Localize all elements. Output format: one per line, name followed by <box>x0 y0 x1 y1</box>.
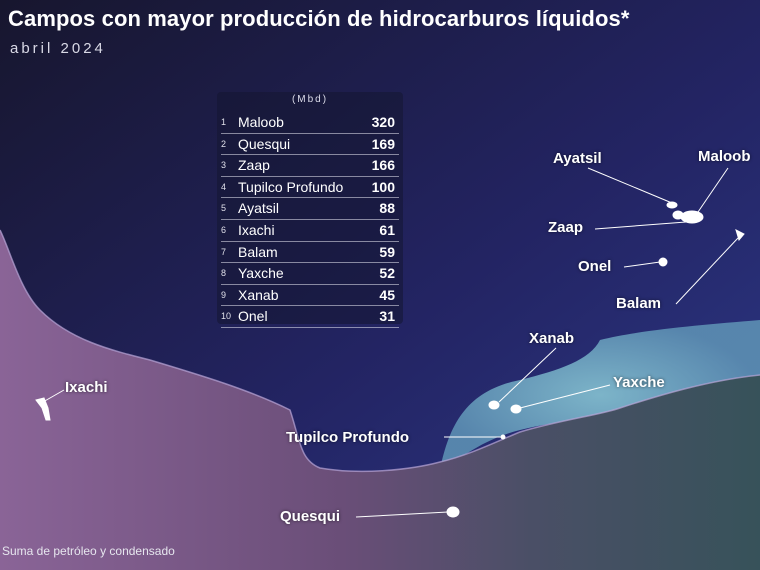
field-marker-onel[interactable] <box>658 257 668 267</box>
map-label-xanab[interactable]: Xanab <box>529 330 575 347</box>
field-marker-zaap[interactable] <box>672 210 684 220</box>
map-label-tupilco-profundo[interactable]: Tupilco Profundo <box>286 429 410 446</box>
row-rank: 1 <box>221 117 227 127</box>
table-row: 5 Ayatsil 88 <box>221 198 399 220</box>
row-rank: 6 <box>221 224 227 235</box>
row-value: 88 <box>379 200 395 217</box>
row-rank: 9 <box>221 289 227 300</box>
land-area <box>0 230 760 570</box>
row-value: 31 <box>379 308 395 325</box>
map-label-ixachi[interactable]: Ixachi <box>65 379 108 396</box>
row-rank: 7 <box>221 246 227 257</box>
row-value: 61 <box>379 221 395 238</box>
table-row: 8 Yaxche 52 <box>221 263 399 285</box>
map-label-onel[interactable]: Onel <box>578 258 612 275</box>
field-marker-xanab[interactable] <box>488 400 500 410</box>
field-marker-maloob[interactable] <box>680 210 704 224</box>
map-label-ayatsil[interactable]: Ayatsil <box>553 150 602 167</box>
row-rank: 2 <box>221 138 227 149</box>
row-value: 45 <box>379 286 395 303</box>
table-row: 4 Tupilco Profundo 100 <box>221 177 399 199</box>
shallow-water <box>440 320 760 470</box>
row-rank: 8 <box>221 268 227 279</box>
leader-line-quesqui <box>355 511 449 518</box>
row-rank: 4 <box>221 181 227 192</box>
table-row: 6 Ixachi 61 <box>221 220 399 242</box>
row-field-name: Zaap <box>238 157 270 174</box>
leader-line-ixachi <box>42 389 65 403</box>
row-field-name: Quesqui <box>238 135 291 152</box>
map-label-quesqui[interactable]: Quesqui <box>280 508 341 525</box>
leader-line-yaxche <box>519 384 611 409</box>
row-field-name: Maloob <box>238 114 284 130</box>
leader-line-xanab <box>498 347 557 403</box>
table-row: 1 Maloob 320 <box>221 112 399 134</box>
row-field-name: Xanab <box>238 286 279 303</box>
row-field-name: Onel <box>238 308 268 325</box>
leader-line-ayatsil <box>587 167 673 204</box>
row-value: 52 <box>379 265 395 282</box>
map-label-zaap[interactable]: Zaap <box>548 219 584 236</box>
map-date: abril 2024 <box>10 40 106 57</box>
row-field-name: Balam <box>238 243 278 260</box>
leader-line-onel <box>623 261 661 268</box>
table-unit-label: (Mbd) <box>291 94 329 105</box>
field-marker-balam[interactable] <box>735 229 745 242</box>
table-rows: 1 Maloob 320 2 Quesqui 169 3 Zaap 166 4 … <box>221 112 399 328</box>
leader-line-balam <box>675 237 739 305</box>
leader-line-maloob <box>697 167 729 213</box>
map-title: Campos con mayor producción de hidrocarb… <box>8 6 630 31</box>
row-rank: 3 <box>221 160 227 171</box>
field-marker-ixachi[interactable] <box>35 397 51 421</box>
row-value: 100 <box>371 178 395 195</box>
row-value: 320 <box>371 114 395 130</box>
row-rank: 10 <box>221 311 232 322</box>
map-label-balam[interactable]: Balam <box>616 295 662 312</box>
field-marker-yaxche[interactable] <box>510 404 522 414</box>
table-row: 9 Xanab 45 <box>221 285 399 307</box>
footnote: Suma de petróleo y condensado <box>2 544 175 558</box>
table-row: 3 Zaap 166 <box>221 155 399 177</box>
map-label-maloob[interactable]: Maloob <box>698 148 751 165</box>
field-marker-quesqui[interactable] <box>446 506 460 518</box>
row-value: 169 <box>371 135 395 152</box>
coastline <box>0 229 760 473</box>
table-row: 7 Balam 59 <box>221 242 399 264</box>
row-rank: 5 <box>221 203 227 214</box>
table-row: 10 Onel 31 <box>221 306 399 328</box>
leader-line-zaap <box>594 221 687 230</box>
map-label-yaxche[interactable]: Yaxche <box>613 374 665 391</box>
row-field-name: Tupilco Profundo <box>238 178 344 195</box>
row-field-name: Ayatsil <box>238 200 279 217</box>
row-value: 59 <box>379 243 395 260</box>
row-value: 166 <box>371 157 395 174</box>
table-row: 2 Quesqui 169 <box>221 134 399 156</box>
row-field-name: Yaxche <box>238 265 284 282</box>
field-marker-ayatsil[interactable] <box>666 201 678 209</box>
ranking-table: (Mbd) 1 Maloob 320 2 Quesqui 169 3 Zaap … <box>217 92 403 328</box>
row-field-name: Ixachi <box>238 221 275 238</box>
